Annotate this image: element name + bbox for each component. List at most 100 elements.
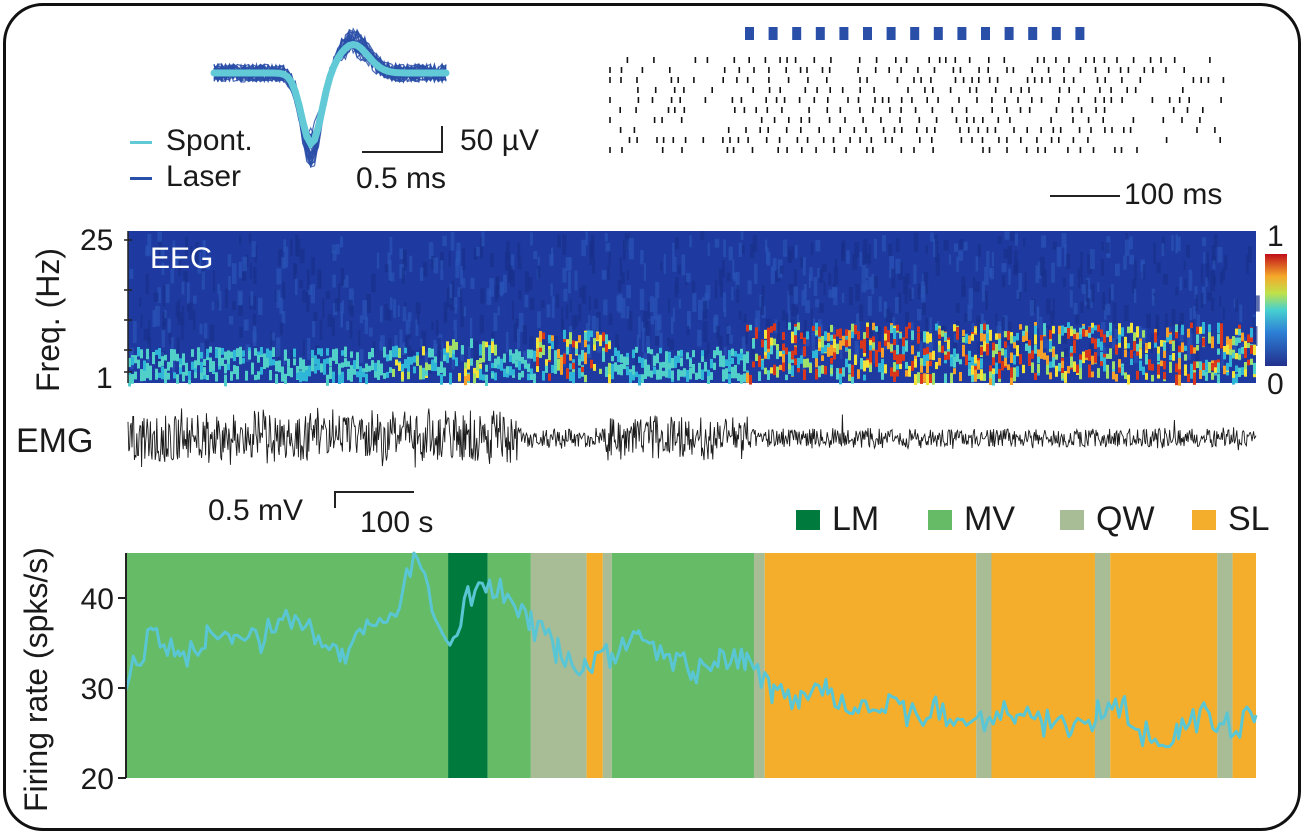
spectrogram-texture bbox=[379, 306, 383, 323]
spectrogram-power-cell bbox=[1010, 335, 1013, 344]
spectrogram-texture bbox=[585, 231, 588, 246]
spectrogram-texture bbox=[533, 251, 538, 260]
spectrogram-power-cell bbox=[851, 331, 854, 339]
spectrogram-power-cell bbox=[158, 361, 161, 368]
spectrogram-power-cell bbox=[803, 359, 806, 368]
spectrogram-power-cell bbox=[980, 330, 983, 342]
spectrogram-texture bbox=[760, 296, 764, 316]
legend-spont-label: Spont. bbox=[166, 124, 253, 157]
spectrogram-texture bbox=[239, 235, 242, 245]
spectrogram-power-cell bbox=[1229, 338, 1232, 350]
spectrogram-texture bbox=[707, 342, 710, 354]
spectrogram-power-cell bbox=[443, 348, 446, 355]
spectrogram-power-cell bbox=[815, 326, 818, 335]
waveform-amplitude-scale: 50 µV bbox=[460, 124, 539, 157]
spectrogram-texture bbox=[854, 341, 859, 356]
spectrogram-texture bbox=[841, 293, 845, 303]
spectrogram-texture bbox=[546, 304, 551, 318]
spectrogram-power-cell bbox=[767, 352, 770, 360]
spectrogram-power-cell bbox=[998, 368, 1001, 379]
spectrogram-power-cell bbox=[845, 358, 848, 368]
spectrogram-power-cell bbox=[428, 364, 431, 371]
spectrogram-texture bbox=[568, 257, 572, 271]
spectrogram-power-cell bbox=[869, 340, 872, 346]
spectrogram-texture bbox=[1162, 274, 1168, 285]
spectrogram-power-cell bbox=[1184, 354, 1187, 361]
spectrogram-power-cell bbox=[509, 366, 512, 376]
spectrogram-texture bbox=[1069, 290, 1073, 308]
spectrogram-texture bbox=[1039, 256, 1045, 276]
spectrogram-power-cell bbox=[998, 351, 1001, 363]
spectrogram-texture bbox=[325, 291, 331, 300]
spectrogram-power-cell bbox=[845, 345, 848, 352]
spectrogram-texture bbox=[692, 292, 697, 312]
spectrogram-texture bbox=[892, 317, 896, 328]
spectrogram-power-cell bbox=[320, 348, 323, 357]
spectrogram-texture bbox=[279, 297, 284, 315]
spectrogram-power-cell bbox=[632, 365, 635, 375]
spectrogram-texture bbox=[717, 326, 720, 346]
spectrogram-texture bbox=[295, 234, 299, 256]
spectrogram-power-cell bbox=[731, 357, 734, 365]
spectrogram-power-cell bbox=[314, 355, 317, 365]
spectrogram-power-cell bbox=[1079, 356, 1082, 369]
spectrogram-power-cell bbox=[671, 358, 674, 369]
spectrogram-power-cell bbox=[797, 357, 800, 369]
spectrogram-texture bbox=[147, 337, 152, 357]
spectrogram-texture bbox=[1134, 333, 1139, 343]
spectrogram-power-cell bbox=[665, 357, 668, 370]
spectrogram-power-cell bbox=[701, 355, 704, 362]
firing-rate-line bbox=[124, 551, 1258, 749]
spectrogram-texture bbox=[639, 288, 645, 310]
spectrogram-texture bbox=[1052, 241, 1057, 250]
spectrogram-texture bbox=[307, 351, 311, 360]
spectrogram-power-cell bbox=[1190, 345, 1193, 354]
spectrogram-power-cell bbox=[821, 355, 824, 361]
spectrogram-texture bbox=[160, 248, 165, 260]
spectrogram-power-cell bbox=[746, 372, 749, 383]
spectrogram-power-cell bbox=[272, 359, 275, 366]
spectrogram-power-cell bbox=[1109, 335, 1112, 342]
spectrogram-texture bbox=[469, 317, 473, 338]
spectrogram-power-cell bbox=[1187, 373, 1190, 383]
spectrogram-power-cell bbox=[773, 338, 776, 346]
spectrogram-power-cell bbox=[788, 351, 791, 364]
spectrogram-power-cell bbox=[686, 352, 689, 360]
spectrogram-texture bbox=[626, 306, 630, 319]
spectrogram-power-cell bbox=[683, 368, 686, 377]
spectrogram-power-cell bbox=[1145, 354, 1148, 360]
spectrogram-texture bbox=[1081, 284, 1086, 294]
spectrogram-power-cell bbox=[1100, 329, 1103, 337]
spectrogram-texture bbox=[554, 336, 558, 351]
spectrogram-power-cell bbox=[764, 340, 767, 352]
spectrogram-power-cell bbox=[965, 333, 968, 340]
spectrogram-power-cell bbox=[1103, 357, 1106, 367]
spectrogram-power-cell bbox=[455, 342, 458, 350]
spectrogram-power-cell bbox=[248, 350, 251, 360]
spectrogram-power-cell bbox=[842, 367, 845, 377]
spectrogram-power-cell bbox=[227, 363, 230, 371]
laser-pulse-marker bbox=[981, 27, 990, 40]
spectrogram-texture bbox=[349, 320, 353, 339]
spectrogram-power-cell bbox=[593, 341, 596, 351]
spectrogram-texture bbox=[173, 256, 179, 269]
spectrogram-power-cell bbox=[509, 349, 512, 361]
spectrogram-power-cell bbox=[518, 351, 521, 362]
state-band-qw bbox=[1094, 553, 1111, 778]
spectrogram-texture bbox=[1087, 254, 1093, 275]
spectrogram-power-cell bbox=[1157, 352, 1160, 362]
spectrogram-texture bbox=[317, 269, 322, 289]
spectrogram-power-cell bbox=[992, 342, 995, 352]
spectrogram-power-cell bbox=[527, 349, 530, 359]
spectrogram-power-cell bbox=[869, 364, 872, 373]
spectrogram-texture bbox=[628, 238, 634, 260]
spectrogram-power-cell bbox=[1235, 373, 1238, 384]
spectrogram-texture bbox=[473, 340, 479, 362]
spectrogram-power-cell bbox=[446, 352, 449, 363]
spectrogram-power-cell bbox=[782, 361, 785, 372]
spectrogram-power-cell bbox=[845, 339, 848, 348]
spectrogram-texture bbox=[524, 294, 529, 308]
spectrogram-power-cell bbox=[674, 356, 677, 368]
spectrogram-texture bbox=[1036, 306, 1039, 324]
spectrogram-power-cell bbox=[836, 329, 839, 337]
